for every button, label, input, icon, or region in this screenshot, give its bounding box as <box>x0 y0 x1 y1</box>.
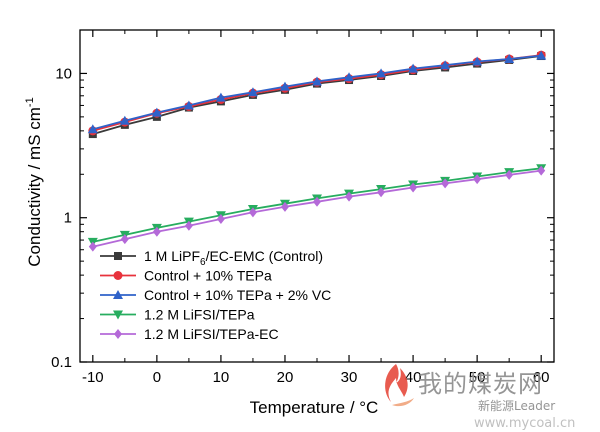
x-tick-label: -10 <box>82 369 104 386</box>
x-tick-label: 20 <box>277 369 294 386</box>
series-3-point <box>440 60 451 70</box>
series-3-point <box>312 76 322 86</box>
legend-entry-3: Control + 10% TEPa + 2% VC <box>100 287 331 303</box>
series-3-point <box>344 72 355 82</box>
x-axis-title: Temperature / °C <box>250 398 379 417</box>
legend-swatch-marker <box>113 310 123 320</box>
series-5-point <box>345 191 354 202</box>
y-tick-label: 0.1 <box>51 354 72 371</box>
legend-label: 1.2 M LiFSI/TEPa <box>144 307 255 323</box>
series-layer <box>87 50 547 252</box>
series-1-line <box>92 55 542 135</box>
series-3-point <box>408 63 419 73</box>
x-tick-label: 30 <box>341 369 358 386</box>
series-3-point <box>536 50 547 60</box>
watermark-title: 我的煤炭网 <box>418 370 543 398</box>
series-5-point <box>537 165 546 176</box>
legend-label: 1.2 M LiFSI/TEPa-EC <box>144 326 279 342</box>
series-5-point <box>184 220 193 231</box>
series-3-point <box>472 56 483 66</box>
x-tick-label: 50 <box>469 369 486 386</box>
legend-entry-1: 1 M LiPF6/EC-EMC (Control) <box>100 248 323 268</box>
series-5-point <box>313 196 321 207</box>
series-5-point <box>120 234 129 245</box>
axes-layer: -10 0 10 20 30 40 50 60 0.1 1 10 <box>51 29 554 386</box>
series-5 <box>88 165 546 252</box>
series-3-point <box>87 124 98 134</box>
legend-label: Control + 10% TEPa + 2% VC <box>144 287 331 303</box>
watermark-flame-icon <box>385 364 414 407</box>
series-5-point <box>280 201 289 212</box>
series-5-point <box>88 241 97 252</box>
series-5-point <box>409 182 418 193</box>
y-tick-label: 10 <box>55 65 72 82</box>
legend-entry-5: 1.2 M LiFSI/TEPa-EC <box>100 326 279 342</box>
legend-label: 1 M LiPF6/EC-EMC (Control) <box>144 248 323 268</box>
x-tick-label: 60 <box>533 369 550 386</box>
series-5-point <box>152 226 161 237</box>
series-5-point <box>473 174 482 185</box>
series-5-point <box>505 169 514 180</box>
series-5-point <box>216 213 225 224</box>
series-5-point <box>441 178 450 189</box>
series-3-point <box>151 107 162 117</box>
y-tick-label: 1 <box>64 210 72 227</box>
series-3-point <box>119 115 130 125</box>
watermark-url: www.mycoal.cn <box>474 416 575 431</box>
series-3-point <box>215 92 226 102</box>
watermark-subtitle: 新能源Leader <box>478 398 555 413</box>
x-tick-label: 40 <box>405 369 422 386</box>
series-5-point <box>248 207 257 218</box>
y-axis-title-main: Conductivity / mS cm <box>25 107 44 267</box>
legend-swatch-marker <box>113 290 123 299</box>
x-tick-label: 0 <box>153 369 161 386</box>
y-axis-title-superscript: -1 <box>24 97 36 107</box>
watermark: 我的煤炭网 新能源Leader www.mycoal.cn <box>385 364 575 431</box>
legend: 1 M LiPF6/EC-EMC (Control)Control + 10% … <box>100 248 331 342</box>
legend-entry-2: Control + 10% TEPa <box>100 268 272 284</box>
legend-entry-4: 1.2 M LiFSI/TEPa <box>100 307 255 323</box>
legend-swatch-marker <box>114 329 122 339</box>
series-3-point <box>183 100 194 110</box>
series-3-point <box>376 68 387 78</box>
x-tick-label: 10 <box>213 369 230 386</box>
legend-swatch-marker <box>114 252 122 260</box>
legend-swatch-marker <box>113 271 123 280</box>
series-3-point <box>504 53 515 63</box>
series-5-point <box>377 187 386 198</box>
y-axis-title: Conductivity / mS cm-1 <box>24 97 44 266</box>
series-3-point <box>279 81 290 91</box>
series-5-line <box>92 169 542 248</box>
series-3 <box>87 50 547 134</box>
legend-label: Control + 10% TEPa <box>144 268 272 284</box>
series-3-point <box>247 87 258 97</box>
